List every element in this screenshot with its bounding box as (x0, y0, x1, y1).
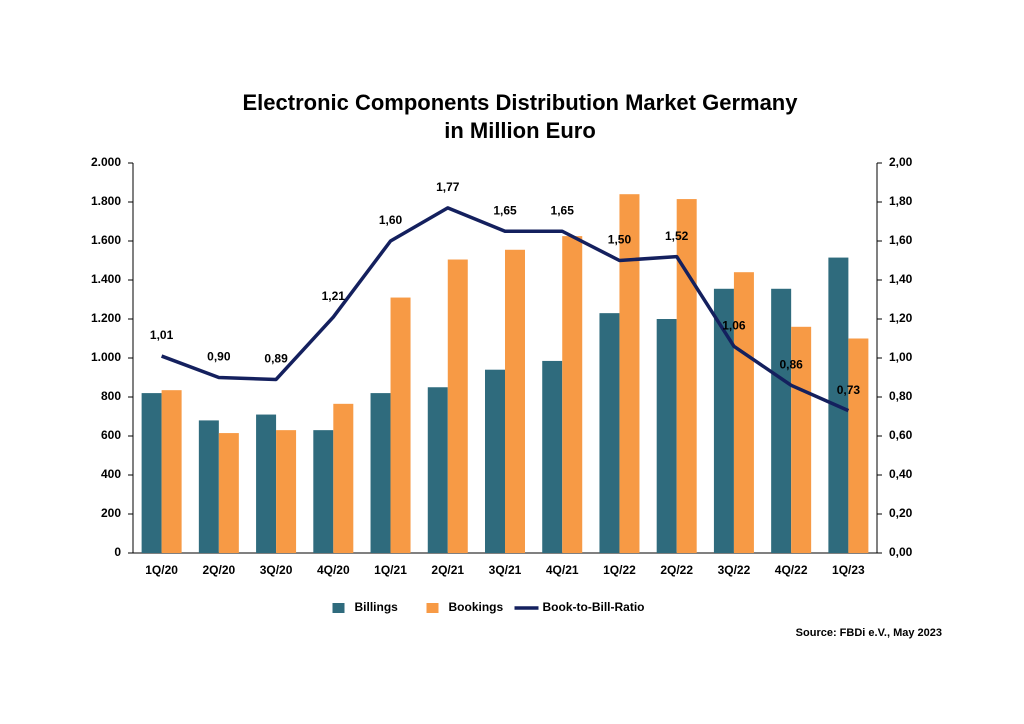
y-tick-label: 1.400 (91, 272, 121, 286)
bar (198, 420, 219, 553)
x-tick-label: 2Q/20 (202, 563, 235, 577)
bar (447, 259, 468, 553)
legend-label: Billings (355, 600, 399, 614)
data-label: 1,50 (608, 233, 632, 247)
bar (733, 272, 754, 553)
y-tick-label: 600 (101, 428, 121, 442)
bar (333, 403, 354, 553)
bar (370, 393, 391, 553)
y2-tick-label: 0,60 (889, 428, 913, 442)
x-tick-label: 2Q/22 (660, 563, 693, 577)
y-tick-label: 0 (114, 545, 121, 559)
data-label: 1,06 (722, 318, 746, 332)
y2-tick-label: 1,60 (889, 233, 913, 247)
data-label: 1,01 (150, 328, 174, 342)
bar (427, 387, 448, 553)
bar (562, 236, 583, 553)
y2-tick-label: 0,00 (889, 545, 913, 559)
y-tick-label: 200 (101, 506, 121, 520)
line (161, 206, 850, 413)
y-tick-label: 1.200 (91, 311, 121, 325)
data-label: 1,52 (665, 229, 689, 243)
x-tick-label: 1Q/23 (832, 563, 865, 577)
y2-tick-label: 0,40 (889, 467, 913, 481)
data-label: 1,60 (379, 213, 403, 227)
x-tick-label: 1Q/21 (374, 563, 407, 577)
chart-title: Electronic Components Distribution Marke… (243, 90, 799, 115)
bar (218, 433, 239, 553)
data-label: 0,89 (264, 352, 288, 366)
bar (256, 414, 277, 553)
legend-label: Book-to-Bill-Ratio (543, 600, 645, 614)
data-label: 1,65 (493, 203, 517, 217)
data-label: 1,21 (322, 289, 346, 303)
data-label: 0,86 (779, 357, 803, 371)
y2-tick-label: 0,80 (889, 389, 913, 403)
bar (276, 430, 297, 553)
data-label: 0,90 (207, 350, 231, 364)
source-note: Source: FBDi e.V., May 2023 (796, 627, 942, 639)
bar (619, 194, 640, 553)
y2-tick-label: 1,40 (889, 272, 913, 286)
x-tick-label: 2Q/21 (431, 563, 464, 577)
bar (313, 430, 334, 553)
bar (485, 369, 505, 553)
x-tick-label: 1Q/20 (145, 563, 178, 577)
chart-title: in Million Euro (444, 118, 596, 143)
y2-tick-label: 1,20 (889, 311, 913, 325)
y-tick-label: 2.000 (91, 155, 121, 169)
y-tick-label: 1.000 (91, 350, 121, 364)
bar (713, 288, 734, 553)
bar (656, 319, 677, 553)
data-label: 1,65 (551, 203, 575, 217)
data-label: 1,77 (436, 180, 460, 194)
x-tick-label: 4Q/20 (317, 563, 350, 577)
x-tick-label: 4Q/22 (775, 563, 808, 577)
y-tick-label: 1.600 (91, 233, 121, 247)
y-tick-label: 800 (101, 389, 121, 403)
bar (141, 393, 162, 553)
y-tick-label: 400 (101, 467, 121, 481)
bar (542, 360, 563, 553)
bar (848, 338, 869, 553)
y2-tick-label: 1,80 (889, 194, 913, 208)
bar (676, 199, 697, 553)
legend-swatch (426, 603, 439, 613)
x-tick-label: 3Q/21 (489, 563, 522, 577)
x-tick-label: 1Q/22 (603, 563, 636, 577)
legend-swatch (332, 603, 345, 613)
bar (505, 249, 525, 553)
bar (161, 390, 182, 553)
legend-label: Bookings (449, 600, 504, 614)
x-tick-label: 3Q/22 (718, 563, 751, 577)
y2-tick-label: 1,00 (889, 350, 913, 364)
bar (599, 313, 620, 553)
bar (390, 297, 411, 553)
y2-tick-label: 0,20 (889, 506, 913, 520)
data-label: 0,73 (837, 383, 861, 397)
x-tick-label: 3Q/20 (260, 563, 293, 577)
bar (771, 288, 792, 553)
y-tick-label: 1.800 (91, 194, 121, 208)
y2-tick-label: 2,00 (889, 155, 913, 169)
bar (791, 326, 812, 553)
x-tick-label: 4Q/21 (546, 563, 579, 577)
